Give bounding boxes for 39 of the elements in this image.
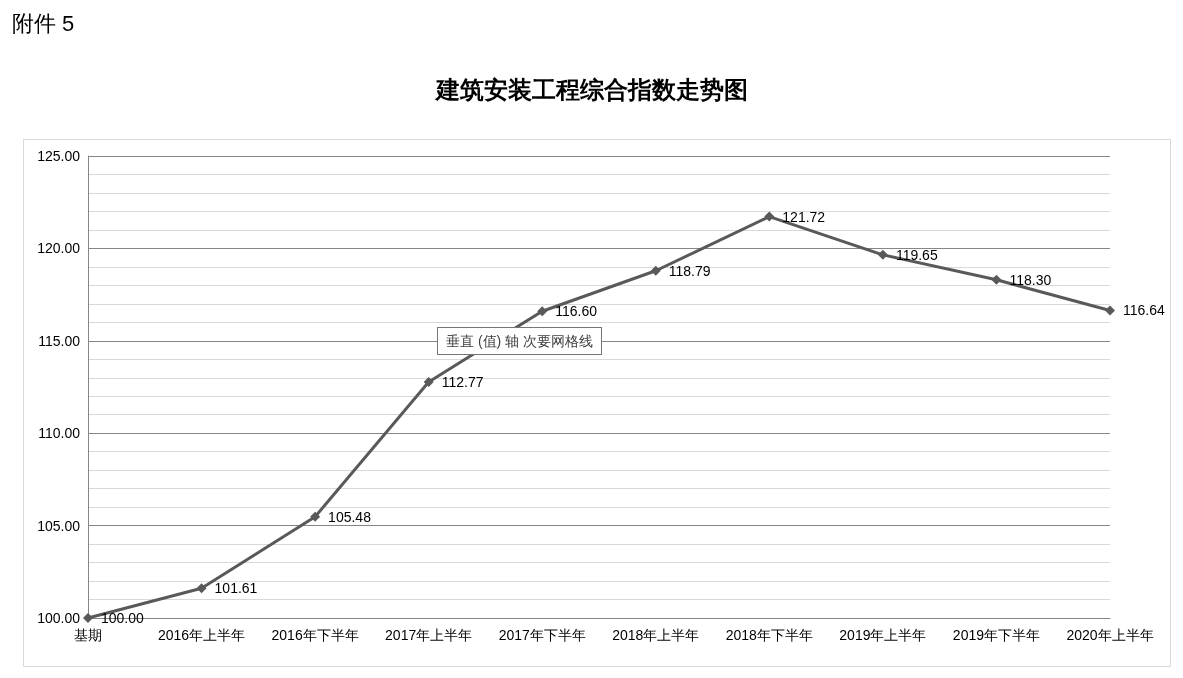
y-tick-label: 120.00: [37, 240, 81, 257]
x-tick-label: 2016年上半年: [157, 627, 246, 643]
data-label: 118.79: [668, 262, 711, 279]
data-label: 100.00: [101, 610, 145, 626]
point: [877, 249, 888, 260]
point: [423, 377, 434, 388]
x-tick-label: 2017年下半年: [498, 627, 586, 643]
y-tick-label: 125.00: [37, 148, 81, 164]
data-label: 116.64: [1123, 302, 1165, 319]
x-tick-label: 2017年上半年: [385, 627, 473, 643]
data-label: 105.48: [328, 508, 372, 525]
point: [537, 306, 548, 317]
x-tick-label: 2018年上半年: [612, 627, 700, 643]
y-tick-label: 110.00: [38, 425, 81, 442]
y-tick-label: 115.00: [38, 332, 81, 349]
point: [1105, 305, 1115, 316]
x-tick-label: 2020年上半年: [1066, 627, 1154, 643]
y-tick-label: 105.00: [37, 517, 81, 534]
data-label: 118.30: [1009, 271, 1052, 288]
point: [83, 613, 93, 623]
annotation: 垂直 (值) 轴 次要网格线: [446, 333, 593, 349]
point: [310, 511, 321, 522]
point: [196, 583, 207, 594]
data-label: 121.72: [782, 208, 826, 225]
x-tick-label: 2016年下半年: [271, 627, 359, 643]
point: [991, 274, 1002, 285]
x-tick-label: 2019年下半年: [952, 627, 1041, 643]
data-label: 116.60: [555, 303, 598, 320]
x-tick-label: 2018年下半年: [725, 627, 813, 643]
point: [650, 265, 661, 276]
data-label: 112.77: [441, 374, 484, 391]
x-tick-label: 基期: [74, 627, 102, 643]
y-tick-label: 100.00: [37, 610, 81, 626]
chart-title: 建筑安装工程综合指数走势图: [433, 74, 748, 104]
data-label: 101.61: [214, 580, 258, 597]
x-tick-label: 2019年上半年: [839, 627, 927, 643]
text: 附件 5: [12, 10, 75, 36]
data-label: 119.65: [895, 246, 938, 263]
point: [764, 211, 775, 222]
